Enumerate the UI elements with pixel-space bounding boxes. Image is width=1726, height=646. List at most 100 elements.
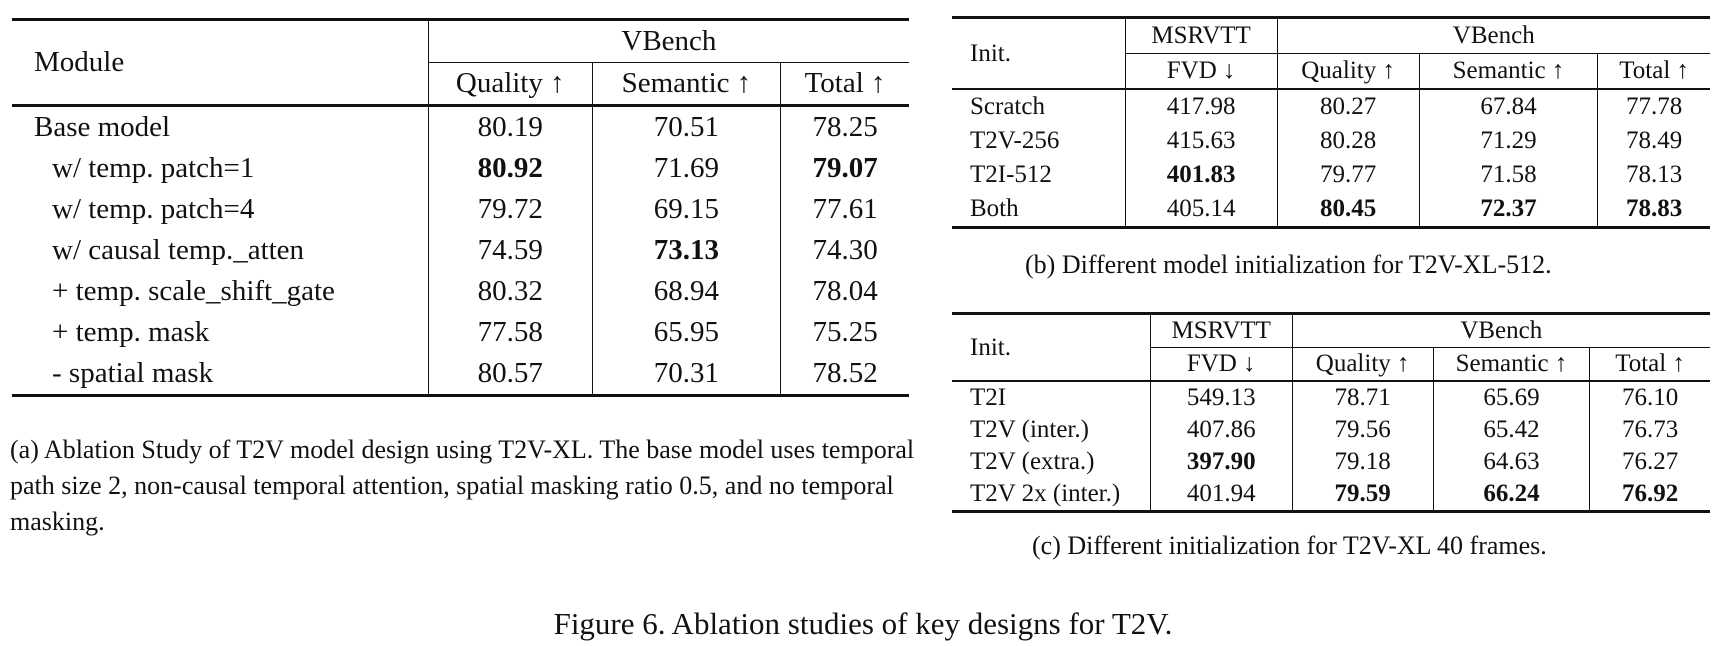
cell-quality: 78.71: [1291, 380, 1434, 414]
caption-a: (a) Ablation Study of T2V model design u…: [10, 435, 915, 536]
header-quality: Quality ↑: [1276, 53, 1420, 89]
row-label: T2V (extra.): [970, 448, 1095, 475]
row-label: T2I: [952, 380, 1151, 414]
table-a: Module VBench Quality ↑ Semantic ↑ Total…: [12, 18, 909, 397]
cell-total: 76.73: [1589, 414, 1710, 446]
cell-semantic: 66.24: [1432, 478, 1590, 512]
cell-quality: 80.57: [427, 353, 593, 396]
header-init: Init.: [970, 333, 1011, 361]
cell-fvd: 549.13: [1149, 380, 1293, 414]
table-row: + temp. mask 77.58 65.95 75.25: [12, 312, 909, 353]
row-label: + temp. mask: [52, 316, 210, 348]
cell-quality: 79.59: [1291, 478, 1434, 512]
header-vbench: VBench: [1291, 313, 1710, 348]
table-row: w/ temp. patch=1 80.92 71.69 79.07: [12, 148, 909, 189]
header-vbench: VBench: [427, 19, 909, 63]
header-semantic: Semantic ↑: [1432, 347, 1590, 381]
header-semantic: Semantic ↑: [1418, 53, 1598, 89]
cell-fvd: 415.63: [1124, 124, 1278, 158]
cell-total: 78.13: [1597, 158, 1710, 192]
cell-semantic: 68.94: [591, 271, 781, 312]
cell-total: 78.52: [780, 353, 909, 396]
header-total: Total ↑: [780, 62, 909, 106]
table-header-row: Quality ↑ Semantic ↑ Total ↑: [12, 62, 909, 106]
cell-quality: 79.77: [1276, 158, 1420, 192]
row-label: w/ temp. patch=4: [52, 193, 255, 225]
row-label: T2V (inter.): [970, 416, 1089, 443]
caption-b: (b) Different model initialization for T…: [1025, 250, 1552, 279]
cell-total: 79.07: [780, 148, 909, 189]
header-init: Init.: [970, 39, 1011, 67]
cell-quality: 80.19: [427, 104, 593, 148]
header-quality: Quality ↑: [427, 62, 593, 106]
table-header-row: Init. MSRVTT VBench: [952, 313, 1710, 361]
row-label: T2V 2x (inter.): [970, 480, 1121, 507]
row-label: T2I-512: [970, 161, 1052, 188]
cell-semantic: 69.15: [591, 189, 781, 230]
table-header-row: FVD ↓ Quality ↑ Semantic ↑ Total ↑: [952, 347, 1710, 381]
cell-semantic: 72.37: [1418, 192, 1598, 228]
header-total: Total ↑: [1597, 53, 1710, 89]
header-vbench: VBench: [1276, 17, 1710, 54]
cell-fvd: 401.83: [1124, 158, 1278, 192]
table-row: w/ temp. patch=4 79.72 69.15 77.61: [12, 189, 909, 230]
table-row: T2V 2x (inter.) 401.94 79.59 66.24 76.92: [952, 478, 1710, 512]
table-row: T2V (extra.) 397.90 79.18 64.63 76.27: [952, 446, 1710, 478]
cell-semantic: 64.63: [1432, 446, 1590, 478]
cell-quality: 80.92: [427, 148, 593, 189]
row-label: T2V-256: [970, 127, 1060, 154]
table-row: - spatial mask 80.57 70.31 78.52: [12, 353, 909, 396]
header-fvd: FVD ↓: [1124, 53, 1278, 89]
cell-quality: 80.32: [427, 271, 593, 312]
table-row: Scratch 417.98 80.27 67.84 77.78: [952, 88, 1710, 124]
table-row: + temp. scale_shift_gate 80.32 68.94 78.…: [12, 271, 909, 312]
cell-total: 76.92: [1589, 478, 1710, 512]
cell-total: 76.27: [1589, 446, 1710, 478]
cell-total: 78.49: [1597, 124, 1710, 158]
table-a-panel: Module VBench Quality ↑ Semantic ↑ Total…: [12, 18, 909, 397]
table-c: Init. MSRVTT VBench FVD ↓ Quality ↑ Sema…: [952, 312, 1710, 513]
table-row: Base model 80.19 70.51 78.25: [12, 104, 909, 148]
cell-fvd: 417.98: [1124, 88, 1278, 124]
cell-semantic: 71.29: [1418, 124, 1598, 158]
cell-total: 77.61: [780, 189, 909, 230]
cell-quality: 79.56: [1291, 414, 1434, 446]
row-label: w/ temp. patch=1: [52, 152, 255, 184]
figure-caption: Figure 6. Ablation studies of key design…: [553, 606, 1173, 641]
cell-fvd: 407.86: [1149, 414, 1293, 446]
header-msrvtt: MSRVTT: [1149, 313, 1293, 348]
cell-fvd: 401.94: [1149, 478, 1293, 512]
cell-total: 78.04: [780, 271, 909, 312]
cell-total: 75.25: [780, 312, 909, 353]
header-quality: Quality ↑: [1291, 347, 1434, 381]
cell-total: 78.25: [780, 104, 909, 148]
cell-semantic: 65.69: [1432, 380, 1590, 414]
cell-semantic: 65.95: [591, 312, 781, 353]
table-b: Init. MSRVTT VBench FVD ↓ Quality ↑ Sema…: [952, 16, 1710, 229]
cell-semantic: 73.13: [591, 230, 781, 271]
table-row: Both 405.14 80.45 72.37 78.83: [952, 192, 1710, 228]
table-header-row: FVD ↓ Quality ↑ Semantic ↑ Total ↑: [952, 53, 1710, 89]
cell-quality: 79.72: [427, 189, 593, 230]
table-row: T2I-512 401.83 79.77 71.58 78.13: [952, 158, 1710, 192]
table-c-panel: Init. MSRVTT VBench FVD ↓ Quality ↑ Sema…: [952, 312, 1710, 513]
cell-fvd: 405.14: [1124, 192, 1278, 228]
row-label: Both: [970, 195, 1019, 222]
row-label: Base model: [12, 104, 429, 148]
table-row: T2V (inter.) 407.86 79.56 65.42 76.73: [952, 414, 1710, 446]
row-label: w/ causal temp._atten: [52, 234, 305, 266]
cell-quality: 80.27: [1276, 88, 1420, 124]
table-header-row: Module VBench: [12, 19, 909, 78]
header-total: Total ↑: [1589, 347, 1710, 381]
header-module: Module: [34, 46, 125, 78]
cell-fvd: 397.90: [1149, 446, 1293, 478]
cell-total: 76.10: [1589, 380, 1710, 414]
table-header-row: Init. MSRVTT VBench: [952, 17, 1710, 67]
cell-quality: 77.58: [427, 312, 593, 353]
table-row: T2I 549.13 78.71 65.69 76.10: [952, 380, 1710, 414]
cell-total: 74.30: [780, 230, 909, 271]
header-semantic: Semantic ↑: [591, 62, 781, 106]
cell-semantic: 71.58: [1418, 158, 1598, 192]
row-label: Scratch: [952, 88, 1126, 124]
cell-semantic: 67.84: [1418, 88, 1598, 124]
